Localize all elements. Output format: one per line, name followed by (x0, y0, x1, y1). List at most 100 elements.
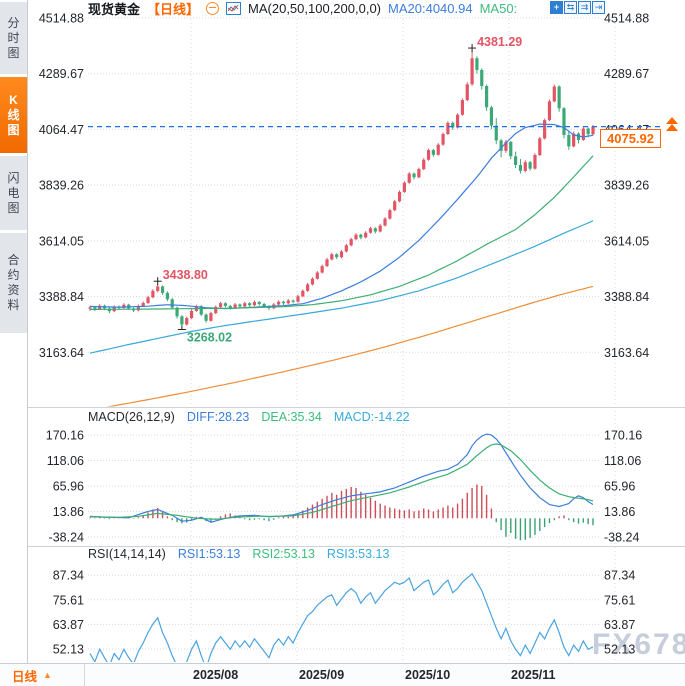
candle-body (330, 254, 334, 260)
candle-body (151, 290, 155, 298)
candle-body (325, 259, 329, 267)
period-selector-label: 日线 (12, 669, 38, 684)
candle-body (175, 307, 179, 317)
period-selector[interactable]: 日线 ▲ (0, 664, 85, 686)
candle-body (122, 304, 126, 308)
price-axis-label: 4289.67 (604, 67, 649, 81)
price-axis-label: 3163.64 (604, 346, 649, 360)
price-up-arrow-icon (666, 117, 678, 124)
candle-body (320, 266, 324, 273)
watermark: FX678 (592, 628, 685, 661)
macd-axis-label: 13.86 (604, 505, 635, 519)
candle-body (354, 234, 358, 240)
candle-body (426, 150, 431, 160)
price-axis-label: 3388.84 (604, 290, 649, 304)
candle-body (141, 302, 145, 306)
price-axis-label: 4289.67 (39, 67, 84, 81)
rsi2-value: RSI2:53.13 (252, 547, 315, 561)
rsi-axis-label: 87.34 (53, 569, 84, 583)
candle-body (189, 310, 194, 319)
macd-axis-label: 170.16 (46, 429, 84, 443)
macd-axis-label: 13.86 (53, 505, 84, 519)
candle-body (455, 114, 460, 128)
candle-body (364, 232, 368, 238)
macd-axis-label: 170.16 (604, 429, 642, 443)
candle-body (451, 122, 455, 128)
rsi-axis-label: 75.61 (604, 593, 635, 607)
ma100-line (89, 220, 594, 354)
sidebar-tab-contract-info[interactable]: 合约资料 (0, 233, 27, 333)
price-axis-label: 3614.05 (39, 234, 84, 248)
candle-body (301, 290, 305, 297)
candle-body (93, 307, 97, 310)
ma20-line (89, 123, 594, 310)
sidebar-tab-kline[interactable]: K线图 (0, 77, 27, 153)
candle-body (475, 58, 479, 70)
x-axis-label: 2025/08 (193, 668, 239, 682)
candle-body (562, 108, 566, 135)
chart-toolbar: + ⇆ ⇉ ⇥ (550, 1, 605, 14)
goto-latest-icon[interactable]: ⇥ (592, 1, 605, 14)
candle-body (257, 301, 261, 304)
candle-body (296, 296, 300, 302)
collapse-icon[interactable] (206, 2, 220, 15)
candle-body (567, 134, 571, 147)
candle-body (417, 169, 421, 178)
candle-body (499, 140, 503, 151)
candle-body (335, 254, 339, 258)
candle-body (388, 210, 392, 219)
instrument-title: 现货黄金 (88, 2, 141, 17)
x-axis-label: 2025/09 (299, 668, 345, 682)
candle-body (489, 107, 494, 126)
macd-axis-label: -38.24 (49, 531, 84, 545)
candle-body (223, 303, 228, 306)
swing-high-label: 4381.29 (477, 35, 522, 49)
macd-axis-label: -38.24 (604, 531, 639, 545)
ma50-line (90, 155, 594, 310)
compress-x-icon[interactable]: ⇆ (564, 1, 577, 14)
candle-body (465, 84, 469, 101)
rsi-params-label[interactable]: RSI(14,14,14) (88, 547, 166, 561)
ma-settings-label[interactable]: MA(20,50,100,200,0,0) (248, 1, 382, 16)
pan-icon[interactable]: + (550, 1, 563, 14)
candle-body (156, 286, 160, 291)
candle-body (509, 141, 513, 157)
chart-canvas[interactable]: 4514.884514.884289.674289.674064.474064.… (0, 0, 685, 663)
candle-body (88, 307, 92, 309)
candle-body (557, 86, 561, 109)
rsi-axis-label: 63.87 (604, 618, 635, 632)
price-axis-label: 3839.26 (604, 179, 649, 193)
macd-axis-label: 118.06 (604, 454, 641, 468)
period-tag: 【日线】 (147, 2, 200, 17)
rsi3-value: RSI3:53.13 (326, 547, 390, 561)
bottom-bar: 日线 ▲ 2025/08 2025/09 2025/10 2025/11 (0, 663, 685, 686)
candle-body (339, 251, 344, 258)
candle-body (165, 292, 169, 300)
price-axis-label: 3614.05 (604, 234, 649, 248)
rsi-line (89, 572, 594, 662)
macd-axis-label: 118.06 (47, 454, 84, 468)
macd-params-label[interactable]: MACD(26,12,9) (88, 410, 175, 424)
macd-axis-label: 65.96 (604, 480, 635, 494)
sidebar-tab-timeshare[interactable]: 分时图 (0, 2, 27, 74)
ma20-value-label: MA20:4040.94 (388, 1, 473, 16)
candle-body (262, 303, 266, 307)
candle-body (470, 58, 474, 85)
candle-body (160, 286, 165, 293)
candle-body (136, 305, 140, 311)
chart-header: 现货黄金 【日线】 MA(20,50,100,200,0,0) MA20:404… (88, 0, 517, 17)
candle-body (422, 159, 426, 170)
candle-body (412, 173, 416, 178)
ma-indicator-icon[interactable] (226, 2, 242, 15)
expand-x-icon[interactable]: ⇉ (578, 1, 591, 14)
candle-body (538, 138, 542, 156)
candle-body (368, 228, 373, 233)
candle-body (446, 122, 450, 135)
candle-body (586, 128, 590, 135)
macd-axis-label: 65.96 (53, 480, 84, 494)
sidebar-tab-lightning[interactable]: 闪电图 (0, 156, 27, 230)
candle-body (306, 284, 310, 291)
candle-body (233, 304, 237, 308)
candle-body (209, 313, 213, 321)
candle-body (514, 156, 518, 165)
